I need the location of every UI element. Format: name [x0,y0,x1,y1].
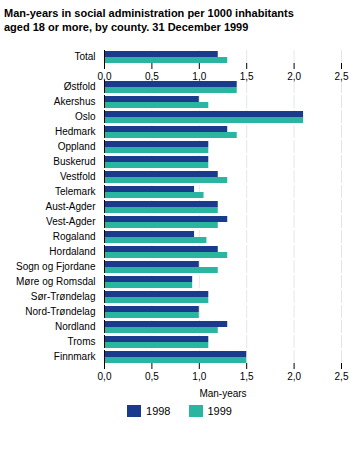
svg-text:Østfold: Østfold [64,81,96,92]
svg-text:Sogn og Fjordane: Sogn og Fjordane [16,261,96,272]
svg-text:Hedmark: Hedmark [55,126,97,137]
svg-text:Oslo: Oslo [75,111,96,122]
svg-text:2,0: 2,0 [287,70,301,81]
svg-text:1,5: 1,5 [240,370,254,381]
svg-text:Oppland: Oppland [58,141,96,152]
svg-text:Total: Total [74,51,95,62]
svg-text:2,5: 2,5 [335,370,349,381]
svg-text:Akershus: Akershus [54,96,96,107]
svg-text:Sør-Trøndelag: Sør-Trøndelag [31,291,96,302]
svg-text:Man-years: Man-years [199,387,246,398]
svg-text:Troms: Troms [68,336,96,347]
svg-text:Møre og Romsdal: Møre og Romsdal [16,276,95,287]
svg-text:Nord-Trøndelag: Nord-Trøndelag [25,306,95,317]
html-text:aged 18 or more, by county. 31: aged 18 or more, by county. 31 December … [4,21,249,34]
svg-text:1,5: 1,5 [240,70,254,81]
svg-text:Aust-Agder: Aust-Agder [45,201,96,212]
svg-text:1,0: 1,0 [192,370,206,381]
svg-text:2,0: 2,0 [287,370,301,381]
svg-text:0,0: 0,0 [98,70,112,81]
svg-text:0,5: 0,5 [145,370,159,381]
svg-text:2,5: 2,5 [335,70,349,81]
html-text:1998: 1998 [146,404,171,417]
svg-text:1,0: 1,0 [192,70,206,81]
svg-text:Finnmark: Finnmark [54,351,97,362]
html-text:1999: 1999 [207,404,232,417]
svg-text:Hordaland: Hordaland [49,246,95,257]
svg-text:0,0: 0,0 [98,370,112,381]
svg-text:Buskerud: Buskerud [53,156,95,167]
svg-text:Telemark: Telemark [55,186,97,197]
svg-text:Nordland: Nordland [55,321,96,332]
svg-text:Vest-Agder: Vest-Agder [46,216,96,227]
svg-text:0,5: 0,5 [145,70,159,81]
svg-text:Rogaland: Rogaland [53,231,96,242]
svg-text:Vestfold: Vestfold [60,171,96,182]
html-text:Man-years in social administra: Man-years in social administration per 1… [4,7,294,19]
